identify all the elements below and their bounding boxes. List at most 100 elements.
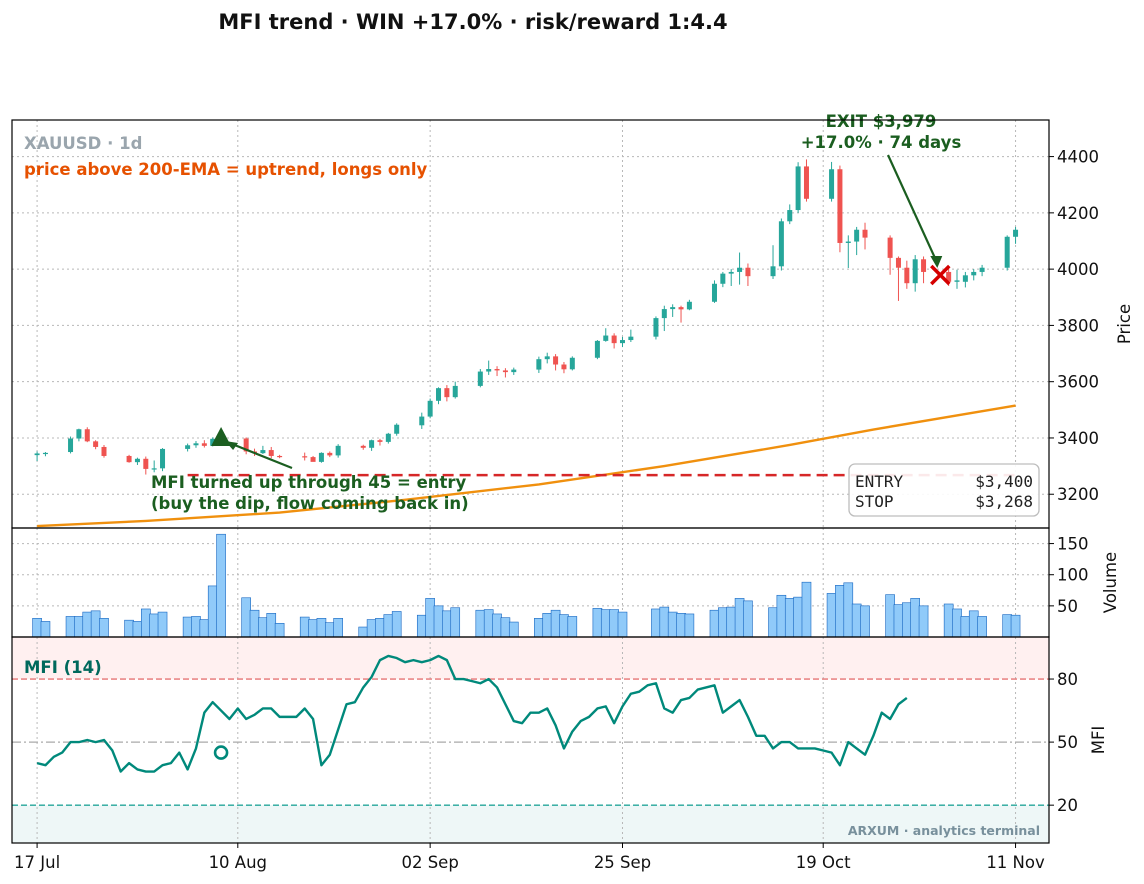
candle-body bbox=[619, 340, 625, 344]
volume-bar bbox=[835, 585, 845, 638]
volume-tick-label: 150 bbox=[1057, 535, 1089, 554]
volume-bar bbox=[1010, 614, 1021, 638]
exit-marker bbox=[930, 264, 951, 286]
candle-body bbox=[670, 307, 676, 310]
oversold-zone bbox=[12, 805, 1049, 843]
candle-body bbox=[611, 335, 617, 344]
candle-body bbox=[653, 318, 659, 337]
mfi-label: MFI (14) bbox=[24, 658, 102, 677]
candle-body bbox=[494, 369, 500, 371]
candle bbox=[444, 385, 450, 402]
volume-bar bbox=[567, 616, 578, 638]
volume-bar bbox=[249, 609, 260, 638]
candle-body bbox=[678, 307, 684, 310]
candle-body bbox=[369, 440, 375, 448]
candle bbox=[544, 352, 550, 364]
volume-bar bbox=[492, 613, 502, 638]
panel-frame bbox=[11, 636, 1050, 844]
candle bbox=[360, 444, 366, 450]
candle-body bbox=[210, 438, 216, 446]
candle-body bbox=[160, 448, 166, 469]
volume-bar bbox=[266, 613, 277, 638]
volume-bar bbox=[375, 618, 385, 638]
candle-body bbox=[711, 283, 717, 302]
candle bbox=[678, 305, 684, 323]
candle bbox=[845, 235, 851, 269]
candle-body bbox=[954, 280, 960, 282]
candle bbox=[160, 448, 166, 472]
candle-body bbox=[661, 309, 667, 319]
entry-note-line: MFI turned up through 45 = entry bbox=[151, 473, 467, 492]
candle-body bbox=[143, 458, 149, 469]
candle bbox=[335, 444, 341, 458]
candle-body bbox=[728, 271, 734, 274]
candle-body bbox=[93, 441, 99, 447]
candle bbox=[93, 440, 99, 450]
candle-body bbox=[151, 468, 157, 470]
volume-bar bbox=[182, 616, 193, 638]
price-tick-label: 3600 bbox=[1057, 373, 1099, 392]
candle bbox=[611, 333, 617, 349]
price-tick-label: 4000 bbox=[1057, 260, 1099, 279]
candle bbox=[887, 235, 893, 275]
candle bbox=[670, 304, 676, 317]
volume-bar bbox=[776, 594, 787, 638]
candle-body bbox=[1013, 229, 1019, 237]
volume-bar bbox=[617, 611, 628, 638]
volume-bar bbox=[843, 582, 854, 638]
candle-body bbox=[260, 450, 266, 454]
volume-bar bbox=[316, 618, 327, 638]
volume-bar bbox=[157, 611, 168, 638]
candle bbox=[126, 454, 132, 463]
volume-bar bbox=[801, 581, 812, 638]
volume-bar bbox=[851, 603, 862, 638]
candle-body bbox=[553, 356, 559, 365]
candle-body bbox=[243, 438, 249, 452]
volume-bar bbox=[82, 611, 93, 638]
candle-body bbox=[1004, 236, 1010, 268]
candle-body bbox=[594, 340, 600, 358]
candle bbox=[1004, 235, 1010, 271]
candle-body bbox=[795, 166, 801, 211]
candle bbox=[895, 256, 901, 301]
candle-body bbox=[477, 371, 483, 386]
volume-bar bbox=[600, 609, 611, 638]
candle-body bbox=[603, 335, 609, 341]
candle-body bbox=[895, 257, 901, 268]
candle bbox=[151, 460, 157, 473]
price-tick-label: 3800 bbox=[1057, 316, 1099, 335]
candle bbox=[394, 423, 400, 436]
candle-body bbox=[904, 267, 910, 284]
trade-box-value: $3,268 bbox=[975, 492, 1033, 511]
candle-body bbox=[536, 359, 542, 370]
candle bbox=[553, 354, 559, 371]
candle-body bbox=[511, 369, 517, 373]
candle-body bbox=[787, 210, 793, 222]
candle bbox=[310, 455, 316, 462]
candle bbox=[594, 340, 600, 360]
volume-bar bbox=[216, 533, 226, 638]
candle bbox=[954, 269, 960, 289]
candle bbox=[854, 226, 860, 256]
candle bbox=[260, 445, 266, 454]
volume-bar bbox=[433, 605, 444, 638]
volume-bar bbox=[391, 611, 402, 638]
exit-note-line: EXIT $3,979 bbox=[826, 112, 937, 131]
candle-body bbox=[921, 259, 927, 272]
volume-bar bbox=[450, 607, 461, 638]
candle-body bbox=[134, 458, 140, 463]
entry-arrowhead bbox=[225, 440, 239, 450]
candle-body bbox=[887, 237, 893, 258]
volume-bar bbox=[676, 613, 686, 638]
volume-bar bbox=[1002, 614, 1012, 638]
volume-bar bbox=[500, 617, 511, 638]
candle bbox=[84, 427, 90, 443]
candle bbox=[486, 360, 492, 375]
volume-bar bbox=[124, 619, 134, 638]
candle bbox=[68, 436, 74, 454]
candle bbox=[502, 368, 508, 378]
candle bbox=[101, 444, 107, 458]
volume-bar bbox=[358, 626, 369, 638]
volume-bar bbox=[860, 605, 870, 638]
volume-bar bbox=[65, 616, 76, 638]
